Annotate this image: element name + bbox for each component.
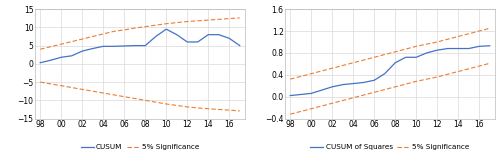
Legend: CUSUM of Squares, 5% Significance: CUSUM of Squares, 5% Significance xyxy=(310,144,470,150)
Legend: CUSUM, 5% Significance: CUSUM, 5% Significance xyxy=(81,144,199,150)
